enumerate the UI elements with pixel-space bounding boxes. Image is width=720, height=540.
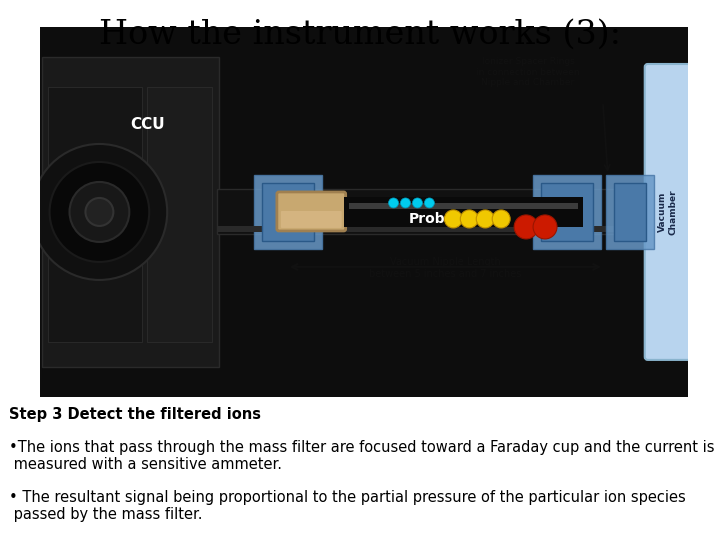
Text: Ionizer Spacer Rings
in connection between
Nipple and Chamber: Ionizer Spacer Rings in connection betwe… [476, 57, 580, 87]
Circle shape [476, 210, 494, 228]
Text: •The ions that pass through the mass filter are focused toward a Faraday cup and: •The ions that pass through the mass fil… [9, 440, 715, 472]
Bar [606, 175, 654, 249]
FancyBboxPatch shape [281, 211, 342, 228]
FancyBboxPatch shape [644, 64, 690, 360]
Circle shape [50, 162, 149, 262]
Text: Vacuum Nipple Length
between 5 inches and 7 inches: Vacuum Nipple Length between 5 inches an… [369, 258, 521, 279]
Bar [217, 189, 666, 234]
Text: Probe: Probe [408, 212, 454, 226]
Circle shape [444, 210, 462, 228]
Circle shape [413, 198, 423, 208]
Circle shape [389, 198, 398, 208]
Circle shape [86, 198, 113, 226]
Bar [42, 57, 219, 367]
Circle shape [400, 198, 410, 208]
Circle shape [32, 144, 167, 280]
Circle shape [533, 215, 557, 239]
FancyBboxPatch shape [277, 192, 346, 231]
Bar [262, 183, 314, 241]
Text: Step 3 Detect the filtered ions: Step 3 Detect the filtered ions [9, 407, 261, 422]
Bar [348, 203, 578, 209]
Bar [48, 87, 143, 342]
Circle shape [460, 210, 478, 228]
Circle shape [424, 198, 434, 208]
Bar [148, 87, 212, 342]
Text: Vacuum
Chamber: Vacuum Chamber [658, 189, 678, 235]
Circle shape [514, 215, 538, 239]
Bar [254, 175, 322, 249]
Text: • The resultant signal being proportional to the partial pressure of the particu: • The resultant signal being proportiona… [9, 490, 686, 522]
Text: CCU: CCU [130, 118, 165, 132]
Text: How the instrument works (3):: How the instrument works (3): [99, 19, 621, 51]
Bar [343, 197, 583, 227]
Bar [533, 175, 601, 249]
Circle shape [492, 210, 510, 228]
Bar [217, 226, 666, 232]
Bar [614, 183, 646, 241]
Circle shape [70, 182, 130, 242]
Bar [541, 183, 593, 241]
